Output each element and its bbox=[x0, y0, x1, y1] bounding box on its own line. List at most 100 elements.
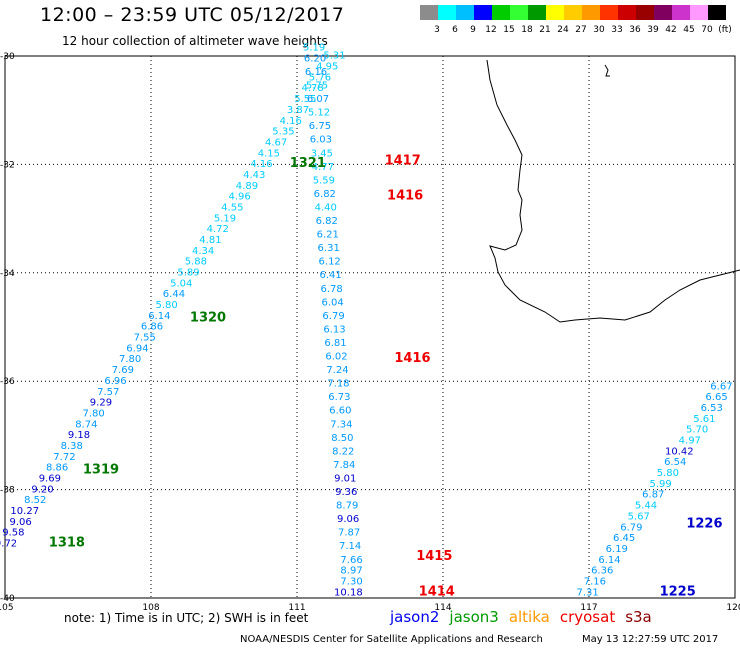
longitude-label: 105 bbox=[0, 603, 14, 613]
color-scale-label: 70 bbox=[701, 25, 713, 35]
wave-height-value: 4.77 bbox=[312, 162, 334, 173]
wave-height-value: 6.75 bbox=[309, 121, 331, 132]
longitude-label: 120 bbox=[726, 603, 740, 613]
wave-height-value: 6.73 bbox=[328, 392, 350, 403]
wave-height-value: 6.60 bbox=[329, 406, 351, 417]
wave-height-value: 4.16 bbox=[250, 159, 272, 170]
pass-time-label: 1319 bbox=[83, 462, 119, 477]
wave-height-value: 6.86 bbox=[141, 322, 163, 333]
track-pass-1414-1417: 10.187.308.977.66 7.14 7.87 9.06 8.79 9.36 9.0… bbox=[303, 43, 363, 599]
latitude-label: -36 bbox=[0, 377, 15, 387]
wave-height-value: 8.22 bbox=[332, 446, 354, 457]
wave-height-value: 5.67 bbox=[628, 511, 650, 522]
wave-height-value: 6.82 bbox=[316, 216, 338, 227]
wave-height-value: 9.69 bbox=[39, 473, 61, 484]
color-swatch bbox=[672, 5, 690, 20]
wave-height-value: 5.80 bbox=[156, 300, 178, 311]
color-swatch bbox=[528, 5, 546, 20]
wave-height-value: 9.06 bbox=[337, 514, 359, 525]
pass-time-label: 1320 bbox=[190, 311, 226, 326]
wave-height-value: 6.45 bbox=[613, 533, 635, 544]
color-swatch bbox=[438, 5, 456, 20]
wave-height-value: 7.66 bbox=[340, 555, 362, 566]
wave-height-value: 7.18 bbox=[327, 379, 349, 390]
legend-s3a: s3a bbox=[625, 608, 652, 626]
wave-height-value: 10.18 bbox=[334, 587, 363, 598]
wave-height-value: 5.19 bbox=[214, 213, 236, 224]
wave-height-value: 4.78 bbox=[302, 83, 324, 94]
wave-height-value: 6.79 bbox=[620, 522, 642, 533]
color-swatch bbox=[582, 5, 600, 20]
map-title: 12:00 – 23:59 UTC 05/12/2017 bbox=[40, 4, 345, 26]
color-scale-label: 36 bbox=[629, 25, 641, 35]
wave-height-value: 4.40 bbox=[315, 202, 337, 213]
legend-jason3: jason3 bbox=[449, 608, 499, 626]
latitude-label: -32 bbox=[0, 160, 15, 170]
color-scale-label: 24 bbox=[557, 25, 569, 35]
color-swatch bbox=[690, 5, 708, 20]
wave-height-value: 3.87 bbox=[287, 105, 309, 116]
color-swatch bbox=[600, 5, 618, 20]
wave-height-value: 6.20 bbox=[304, 53, 326, 64]
wave-height-value: 6.67 bbox=[710, 381, 732, 392]
wave-height-value: 6.36 bbox=[591, 566, 613, 577]
wave-height-value: 4.34 bbox=[192, 246, 214, 257]
pass-time-label: 1416 bbox=[387, 189, 423, 204]
wave-height-value: 4.97 bbox=[679, 436, 701, 447]
wave-height-value: 9.01 bbox=[334, 473, 356, 484]
color-scale-label: 39 bbox=[647, 25, 659, 35]
wave-height-value: 6.03 bbox=[310, 135, 332, 146]
wave-height-value: 7.55 bbox=[134, 333, 156, 344]
pass-time-label: 1415 bbox=[416, 549, 452, 564]
wave-height-value: 6.21 bbox=[317, 230, 339, 241]
color-swatch bbox=[456, 5, 474, 20]
wave-height-value: 6.19 bbox=[606, 544, 628, 555]
longitude-label: 114 bbox=[434, 603, 451, 613]
wave-height-value: 7.69 bbox=[112, 365, 134, 376]
color-scale-label: 30 bbox=[593, 25, 605, 35]
wave-height-value: 4.81 bbox=[199, 235, 221, 246]
longitude-label: 108 bbox=[142, 603, 159, 613]
pass-time-label: 1225 bbox=[660, 584, 696, 599]
color-swatch bbox=[564, 5, 582, 20]
wave-height-value: 6.41 bbox=[320, 270, 342, 281]
wave-height-value: 4.72 bbox=[207, 224, 229, 235]
wave-height-value: 7.87 bbox=[338, 528, 360, 539]
wave-height-value: 7.16 bbox=[584, 576, 606, 587]
color-scale-label: 9 bbox=[470, 25, 476, 35]
wave-height-value: 6.13 bbox=[323, 324, 345, 335]
wave-height-value: 7.24 bbox=[326, 365, 348, 376]
wave-height-value: 6.02 bbox=[325, 352, 347, 363]
satellite-legend: jason2 jason3 altika cryosat s3a bbox=[390, 608, 662, 626]
color-swatch bbox=[636, 5, 654, 20]
pass-time-label: 1414 bbox=[419, 584, 455, 599]
wave-height-value: 9.06 bbox=[10, 517, 32, 528]
wave-height-value: 8.79 bbox=[336, 501, 358, 512]
wave-height-value: 6.12 bbox=[319, 257, 341, 268]
coastline-path bbox=[486, 59, 740, 323]
longitude-label: 111 bbox=[288, 603, 305, 613]
color-scale-label: 27 bbox=[575, 25, 587, 35]
wave-height-value: 7.31 bbox=[576, 587, 598, 598]
wave-height-value: 6.53 bbox=[701, 403, 723, 414]
wave-height-value: 4.95 bbox=[316, 62, 338, 73]
wave-height-value: 4.15 bbox=[258, 148, 280, 159]
wave-height-value: 5.80 bbox=[657, 468, 679, 479]
wave-height-value: 6.54 bbox=[664, 457, 686, 468]
wave-height-value: 9.20 bbox=[31, 484, 53, 495]
wave-height-value: 7.57 bbox=[97, 387, 119, 398]
wave-height-value: 6.14 bbox=[148, 311, 170, 322]
wave-height-value: 5.55 bbox=[294, 94, 316, 105]
wave-height-value: 6.82 bbox=[314, 189, 336, 200]
wave-height-value: 5.12 bbox=[308, 108, 330, 119]
color-scale-label: 3 bbox=[434, 25, 440, 35]
wave-height-value: 6.87 bbox=[642, 490, 664, 501]
wave-height-value: 3.45 bbox=[311, 148, 333, 159]
wave-height-value: 7.84 bbox=[333, 460, 355, 471]
color-swatch bbox=[618, 5, 636, 20]
wave-height-value: 6.94 bbox=[126, 343, 148, 354]
color-scale-label: 42 bbox=[665, 25, 677, 35]
wave-height-value: 7.80 bbox=[119, 354, 141, 365]
color-scale-label: 21 bbox=[539, 25, 551, 35]
